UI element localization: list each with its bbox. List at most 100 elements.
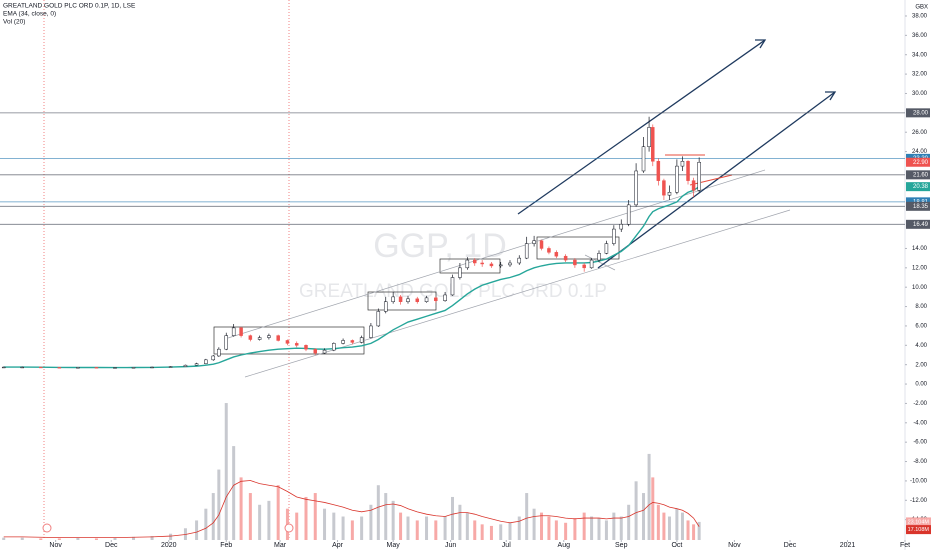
y-tick-label: -6.00 — [913, 440, 927, 446]
x-tick-label: Jun — [445, 542, 456, 549]
candle-body — [20, 366, 25, 369]
volume-label: 23.104M — [908, 519, 930, 525]
support-line — [689, 174, 733, 186]
volume-bar — [415, 520, 419, 540]
volume-bar — [150, 536, 154, 540]
candle-body — [94, 367, 99, 369]
volume-bar — [76, 537, 80, 540]
volume-bar — [582, 512, 586, 540]
candle-body — [634, 170, 638, 206]
candle-body — [183, 364, 188, 367]
y-tick-label: 24.00 — [912, 149, 928, 155]
candle-body — [458, 267, 462, 278]
legend-title: GREATLAND GOLD PLC ORD 0.1P, 1D, LSE — [3, 3, 136, 10]
y-tick-label: 2.00 — [915, 362, 927, 368]
volume-bar — [662, 512, 666, 540]
candle-body — [276, 335, 280, 341]
x-tick-label: Mar — [274, 542, 287, 549]
volume-bar — [686, 520, 690, 540]
volume-bar — [554, 520, 558, 540]
volume-bar — [634, 481, 638, 540]
volume-bar — [564, 522, 568, 540]
y-tick-label: 8.00 — [915, 304, 927, 310]
candle-body — [285, 340, 290, 344]
volume-bar — [627, 504, 631, 540]
candle-body — [691, 180, 696, 191]
x-tick-label: 2021 — [840, 542, 856, 549]
volume-bar — [239, 477, 243, 540]
volume-bar — [508, 522, 512, 540]
range-box — [536, 236, 620, 260]
candle-body — [547, 248, 551, 253]
volume-bar — [384, 493, 388, 540]
volume-bar — [341, 516, 345, 540]
candle-body — [539, 240, 544, 249]
volume-bar — [451, 496, 454, 540]
volume-bar — [391, 500, 395, 540]
y-tick-label: -8.00 — [913, 459, 927, 465]
volume-bar — [323, 508, 327, 540]
level-label: 20.38 — [913, 184, 929, 190]
candle-body — [686, 161, 690, 181]
x-tick-label: Oct — [671, 542, 682, 549]
candle-body — [647, 127, 651, 147]
candle-body — [563, 255, 568, 261]
volume-bar — [651, 477, 655, 540]
volume-bar — [697, 521, 701, 540]
candle-body — [554, 252, 559, 257]
candle-body — [248, 335, 253, 340]
volume-bar — [94, 538, 98, 540]
volume-bar — [525, 493, 529, 540]
candle-body — [224, 335, 228, 350]
volume-bar — [57, 538, 61, 540]
x-tick-label: May — [387, 542, 401, 549]
x-tick-label: Feb — [220, 542, 232, 549]
candle-body — [489, 263, 494, 267]
volume-bar — [590, 516, 594, 540]
candles — [1, 116, 701, 369]
candle-body — [680, 161, 685, 167]
volume-bar — [675, 508, 679, 540]
candle-body — [465, 259, 470, 269]
candle-body — [398, 296, 403, 302]
candle-body — [369, 325, 373, 338]
candle-body — [350, 340, 355, 343]
candle-body — [57, 367, 62, 369]
candle-body — [168, 366, 173, 368]
volume-pane — [2, 403, 701, 540]
volume-bar — [195, 520, 199, 540]
y-tick-label: 38.00 — [912, 14, 928, 20]
volume-bar — [597, 518, 601, 540]
volume-bar — [332, 512, 336, 540]
ema-line — [3, 186, 700, 369]
volume-label-box — [906, 517, 931, 527]
volume-bar — [680, 512, 684, 540]
volume-bar — [612, 512, 616, 540]
candle-body — [322, 349, 327, 354]
volume-bar — [258, 504, 262, 540]
volume-bar — [295, 512, 299, 540]
y-tick-label: 4.00 — [915, 343, 927, 349]
y-tick-label: 36.00 — [912, 33, 928, 39]
y-tick-label: 14.00 — [912, 246, 928, 252]
level-label-box — [906, 108, 930, 118]
volume-bar — [376, 485, 380, 540]
volume-bar — [2, 537, 6, 540]
candle-body — [626, 204, 631, 225]
volume-bar — [224, 403, 228, 540]
candle-body — [443, 294, 447, 302]
volume-bar — [434, 520, 438, 540]
candle-body — [517, 257, 522, 264]
candle-body — [304, 345, 308, 350]
y-tick-label: 6.00 — [915, 324, 927, 330]
candle-body — [573, 259, 577, 266]
y-tick-label: -12.00 — [910, 498, 928, 504]
volume-bar — [547, 516, 551, 540]
currency-label: GBX — [915, 5, 928, 11]
volume-bar — [406, 516, 410, 540]
level-label: 22.90 — [913, 160, 929, 166]
candle-body — [656, 161, 661, 181]
candle-body — [131, 367, 136, 369]
candle-body — [582, 264, 586, 269]
